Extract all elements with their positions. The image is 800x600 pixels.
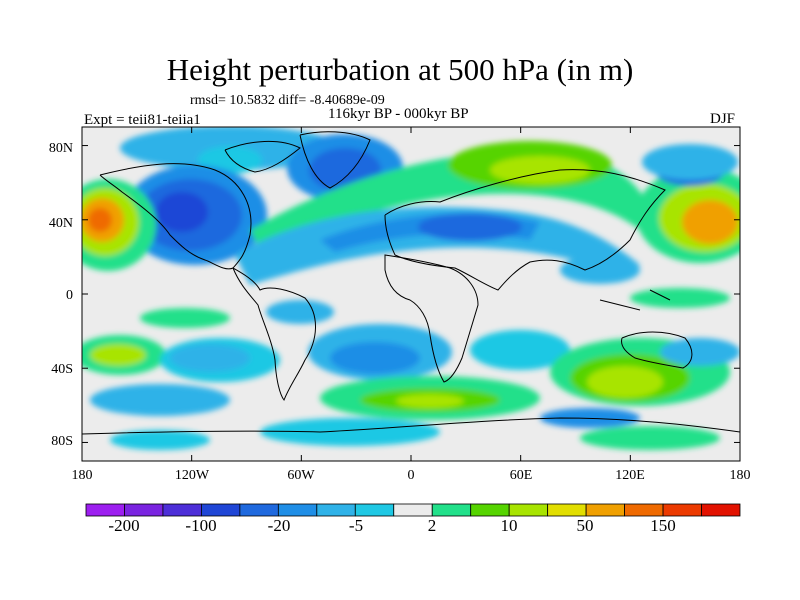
- colorbar-swatch: [201, 503, 241, 517]
- lat-label-40n: 40N: [48, 216, 73, 231]
- colorbar-swatch: [354, 503, 395, 517]
- colorbar-swatch: [508, 503, 549, 517]
- axis-ticks: [81, 127, 741, 461]
- lat-label-0: 0: [66, 288, 73, 303]
- lon-label-180w: 180: [71, 468, 93, 483]
- colorbar-label: -100: [185, 516, 217, 535]
- plot-title: Height perturbation at 500 hPa (in m): [166, 52, 634, 87]
- stats-line: rmsd= 10.5832 diff= -8.40689e-09: [190, 93, 385, 108]
- season-label: DJF: [710, 111, 736, 127]
- colorbar-label: -5: [348, 516, 364, 535]
- colorbar-swatch: [585, 503, 625, 517]
- colorbar-swatch: [470, 503, 510, 517]
- lon-label-60w: 60W: [287, 468, 315, 483]
- colorbar-label: 10: [500, 516, 518, 535]
- lon-label-120e: 120E: [615, 468, 645, 483]
- colorbar-swatch: [393, 503, 433, 517]
- lon-label-180e: 180: [729, 468, 751, 483]
- colorbar-swatch: [624, 503, 664, 517]
- colorbar-label: -20: [267, 516, 291, 535]
- colorbar-label: 150: [650, 516, 676, 535]
- colorbar-swatch: [316, 503, 356, 517]
- colorbar-swatch: [662, 503, 702, 517]
- period-label: 116kyr BP - 000kyr BP: [328, 106, 469, 122]
- lon-label-60e: 60E: [509, 468, 533, 483]
- lat-label-40s: 40S: [51, 362, 73, 377]
- colorbar-swatch: [431, 503, 472, 517]
- colorbar-label: 50: [576, 516, 594, 535]
- colorbar-swatch: [162, 503, 202, 517]
- lon-label-0: 0: [407, 468, 415, 483]
- lon-label-120w: 120W: [174, 468, 210, 483]
- colorbar-swatch: [85, 503, 125, 517]
- coastlines: [82, 131, 740, 435]
- colorbar-swatch: [547, 503, 587, 517]
- colorbar-swatch: [277, 503, 318, 517]
- contour-field: [82, 127, 740, 461]
- colorbar-label: 2: [427, 516, 437, 535]
- colorbar-swatch: [239, 503, 279, 517]
- experiment-label: Expt = teii81-teiia1: [84, 112, 201, 128]
- colorbar-swatch: [701, 503, 741, 517]
- lat-label-80n: 80N: [48, 141, 73, 156]
- colorbar-swatch: [124, 503, 164, 517]
- colorbar-label: -200: [108, 516, 140, 535]
- lat-label-80s: 80S: [51, 434, 73, 449]
- colorbar: [85, 503, 741, 517]
